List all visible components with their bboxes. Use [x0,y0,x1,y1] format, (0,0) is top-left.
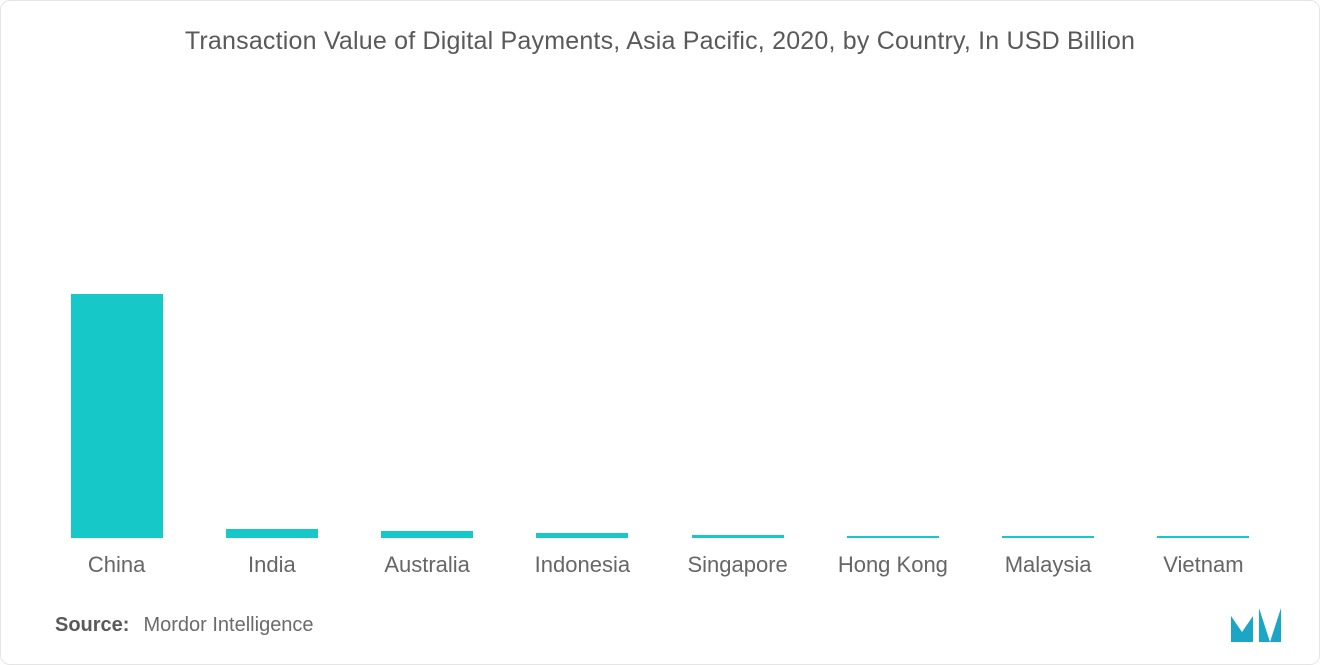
x-axis-label: Hong Kong [815,552,970,600]
bar-slot [194,62,349,538]
x-axis-label: Singapore [660,552,815,600]
x-axis-label: Vietnam [1126,552,1281,600]
bar [381,531,473,538]
source-label: Source: [55,614,129,637]
source-value: Mordor Intelligence [143,614,313,637]
bar [71,294,163,538]
bar [226,529,318,538]
source-row: Source: Mordor Intelligence [35,608,1285,642]
x-axis-label: Malaysia [971,552,1126,600]
chart-title: Transaction Value of Digital Payments, A… [35,27,1285,56]
bar-slot [350,62,505,538]
bar-slot [1126,62,1281,538]
x-axis-labels: ChinaIndiaAustraliaIndonesiaSingaporeHon… [39,538,1281,600]
bar-slot [39,62,194,538]
bar-slot [815,62,970,538]
x-axis-label: China [39,552,194,600]
chart-frame: Transaction Value of Digital Payments, A… [0,0,1320,665]
brand-logo-icon [1229,608,1285,642]
x-axis-label: Indonesia [505,552,660,600]
x-axis-label: India [194,552,349,600]
plot-inner [39,62,1281,538]
bar-slot [660,62,815,538]
plot-area: ChinaIndiaAustraliaIndonesiaSingaporeHon… [39,62,1281,600]
bar-slot [505,62,660,538]
bars-row [39,62,1281,538]
source-text: Source: Mordor Intelligence [55,614,314,637]
bar-slot [971,62,1126,538]
x-axis-label: Australia [350,552,505,600]
